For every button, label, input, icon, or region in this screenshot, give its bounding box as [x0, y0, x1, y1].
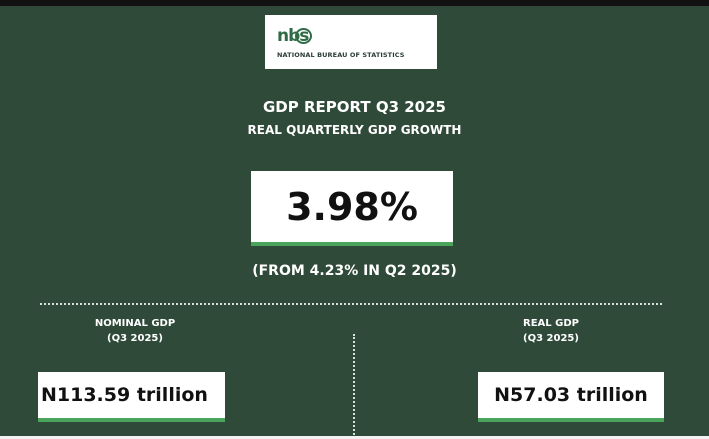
nominal-gdp-label-title: NOMINAL GDP [94, 318, 176, 329]
report-title: GDP REPORT Q3 2025 [262, 98, 446, 116]
vertical-divider [353, 334, 355, 438]
nominal-gdp-label: NOMINAL GDP (Q3 2025) [72, 316, 198, 346]
growth-comparison: (FROM 4.23% IN Q2 2025) [252, 263, 457, 279]
report-subtitle: REAL QUARTERLY GDP GROWTH [247, 123, 462, 137]
growth-value: 3.98% [286, 185, 418, 229]
real-gdp-label: REAL GDP (Q3 2025) [488, 316, 614, 346]
nbs-logo: nbs NATIONAL BUREAU OF STATISTICS [265, 15, 437, 69]
growth-value-box: 3.98% [251, 171, 453, 246]
nbs-logo-mark: nbs [277, 24, 312, 48]
nominal-gdp-value: N113.59 trillion [41, 384, 208, 406]
real-gdp-label-title: REAL GDP [523, 318, 579, 329]
nominal-gdp-label-period: (Q3 2025) [107, 333, 163, 344]
real-gdp-label-period: (Q3 2025) [523, 333, 579, 344]
bottom-border [0, 436, 709, 439]
nominal-gdp-value-box: N113.59 trillion [38, 372, 225, 422]
real-gdp-value: N57.03 trillion [494, 384, 648, 406]
nbs-logo-ring-icon [295, 28, 312, 44]
horizontal-divider [40, 303, 662, 305]
real-gdp-value-box: N57.03 trillion [478, 372, 664, 422]
nbs-logo-name: NATIONAL BUREAU OF STATISTICS [277, 51, 405, 59]
